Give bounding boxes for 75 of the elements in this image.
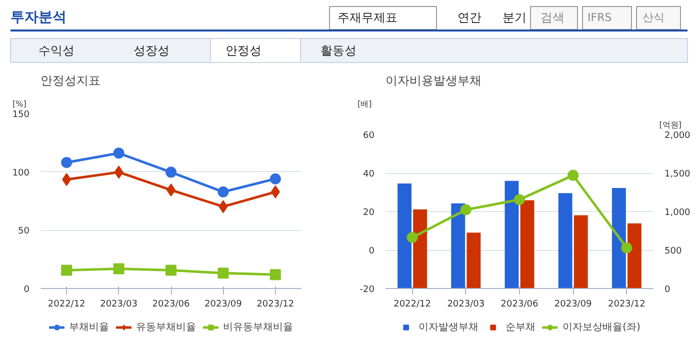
point [460, 204, 472, 216]
point [406, 232, 418, 243]
x-tick-label: 2022/12 [394, 300, 431, 310]
text: 성장성 [134, 44, 170, 58]
y2-axis-title: [억원] [659, 120, 682, 130]
bar [504, 180, 519, 288]
text: IFRS [588, 11, 612, 24]
point [218, 268, 229, 279]
x-tick-label: 2023/09 [204, 300, 242, 310]
point [270, 269, 281, 280]
y-tick-label: -20 [360, 285, 375, 295]
point [621, 242, 632, 254]
x-tick-label: 2023/12 [256, 300, 294, 310]
y-tick-label: 40 [363, 170, 375, 180]
legend-label: 부채비율 [69, 321, 109, 334]
y2-tick-label: 2,000 [664, 131, 691, 141]
legend-label: 비유동부채비율 [223, 321, 293, 334]
point [62, 173, 72, 186]
y-tick-label: 50 [18, 226, 30, 237]
text: 안정성 [226, 44, 262, 58]
y-axis-title: [%] [12, 100, 26, 108]
bar [558, 193, 572, 288]
legend-label: 이자발생부채 [418, 321, 479, 334]
x-tick-label: 2023/06 [500, 300, 538, 310]
x-tick-label: 2023/03 [447, 300, 485, 310]
legend-label: 유동부채비율 [136, 321, 196, 334]
point [113, 148, 124, 159]
y2-tick-label: 0 [664, 285, 670, 295]
text: 검색 [540, 10, 564, 24]
text: 수익성 [38, 44, 74, 58]
point [218, 186, 229, 198]
x-tick-label: 2023/12 [608, 300, 646, 310]
y-tick-label: 150 [12, 110, 30, 120]
point [218, 200, 228, 214]
point [166, 264, 176, 276]
bar [628, 223, 642, 288]
chart-title: 안정성지표 [40, 74, 100, 88]
point [113, 263, 124, 274]
point [61, 264, 72, 276]
y-tick-label: 0 [368, 246, 375, 256]
y2-tick-label: 500 [664, 246, 682, 256]
y-axis-title: [배] [358, 100, 372, 108]
legend-label: 순부채 [506, 321, 536, 334]
point [114, 166, 124, 179]
text: 분기 [502, 10, 526, 24]
y2-tick-label: 1,500 [664, 170, 691, 180]
x-tick-label: 2023/09 [554, 300, 592, 310]
legend-label: 이자보상배율(좌) [562, 321, 640, 334]
x-tick-label: 2023/06 [152, 300, 190, 310]
point [514, 194, 525, 206]
text: 투자분석 [10, 10, 66, 26]
x-tick-label: 2022/12 [48, 300, 86, 310]
y-tick-label: 60 [363, 131, 375, 141]
point [270, 185, 280, 198]
text: 주재무제표 [338, 10, 398, 24]
y-tick-label: 100 [12, 168, 30, 178]
point [166, 166, 176, 178]
bar [574, 215, 588, 288]
y2-tick-label: 1,000 [664, 208, 691, 218]
bar [413, 209, 428, 288]
point [568, 170, 579, 181]
text: 연간 [458, 10, 482, 24]
bar [466, 232, 481, 288]
bar [398, 184, 412, 288]
chart-title: 이자비용발생부채 [386, 74, 482, 88]
bar [612, 188, 626, 288]
bar [451, 203, 466, 288]
y-tick-label: 0 [24, 285, 30, 295]
text: 활동성 [320, 44, 356, 58]
point [270, 173, 281, 184]
y-tick-label: 20 [363, 208, 375, 218]
text: 산식 [642, 11, 664, 24]
x-tick-label: 2023/03 [100, 300, 138, 310]
point [61, 157, 72, 168]
bar [520, 200, 534, 288]
